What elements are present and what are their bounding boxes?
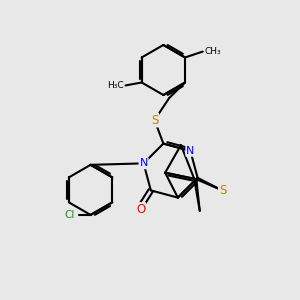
Text: N: N — [186, 146, 195, 156]
Text: H₃C: H₃C — [107, 81, 124, 90]
Text: O: O — [136, 203, 145, 216]
Text: CH₃: CH₃ — [204, 47, 221, 56]
Text: S: S — [219, 184, 226, 197]
Text: Cl: Cl — [64, 210, 74, 220]
Text: S: S — [151, 113, 158, 127]
Text: N: N — [140, 158, 148, 168]
